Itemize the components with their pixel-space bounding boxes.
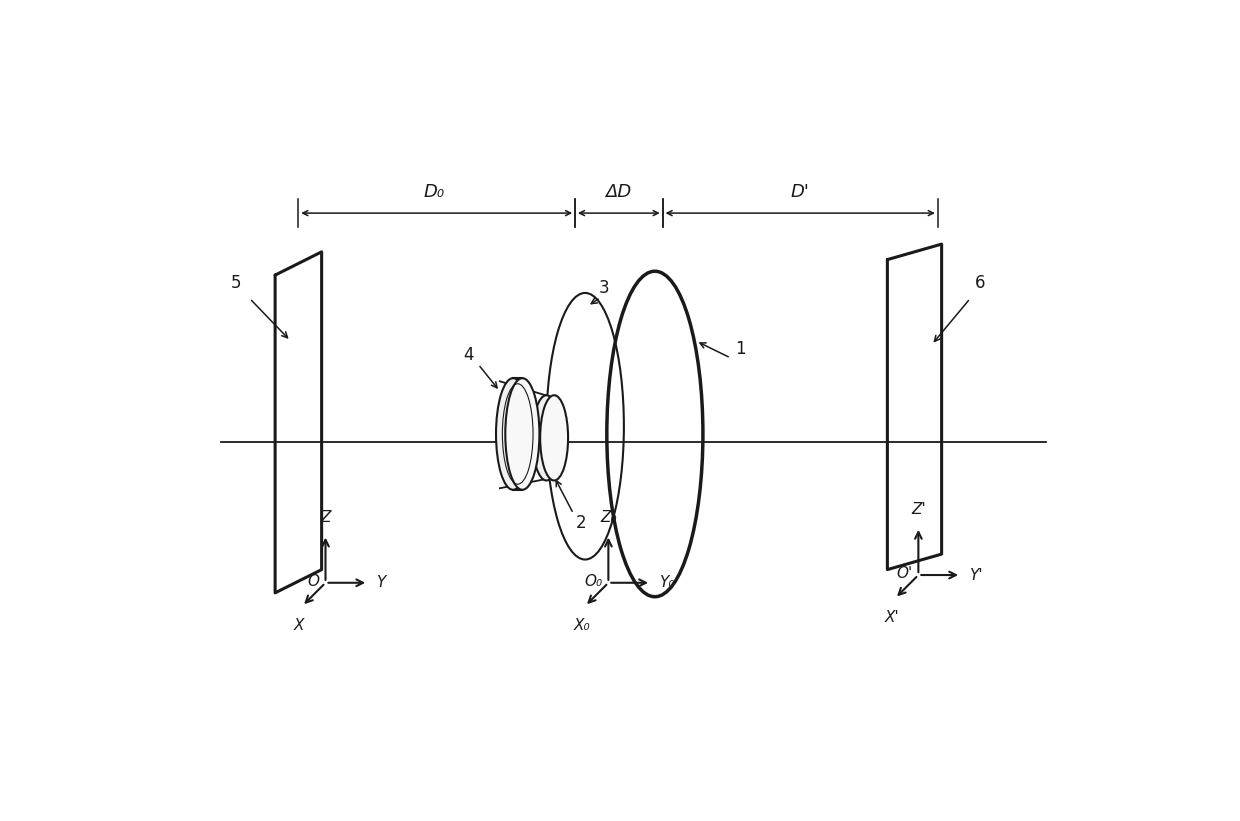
- Ellipse shape: [532, 395, 560, 480]
- Text: 5: 5: [231, 274, 242, 291]
- Text: Y: Y: [376, 576, 386, 590]
- Text: D': D': [790, 183, 810, 201]
- Text: X': X': [884, 610, 899, 625]
- Text: O': O': [897, 566, 913, 581]
- Text: 3: 3: [599, 279, 610, 297]
- Ellipse shape: [506, 378, 539, 490]
- Text: Z': Z': [911, 502, 926, 517]
- Text: D₀: D₀: [423, 183, 445, 201]
- Ellipse shape: [496, 378, 529, 490]
- Text: 2: 2: [575, 514, 587, 532]
- Text: ΔD: ΔD: [605, 183, 631, 201]
- Text: 6: 6: [975, 274, 986, 291]
- Text: O: O: [308, 574, 320, 589]
- Text: 4: 4: [464, 346, 474, 364]
- Text: Z₀: Z₀: [600, 510, 616, 525]
- Ellipse shape: [541, 395, 568, 480]
- Text: 1: 1: [735, 340, 745, 358]
- Text: Z: Z: [320, 510, 331, 525]
- Text: Y': Y': [968, 567, 982, 583]
- Text: Y₀: Y₀: [658, 576, 675, 590]
- Text: O₀: O₀: [584, 574, 603, 589]
- Text: X₀: X₀: [574, 618, 590, 633]
- Text: X: X: [294, 618, 304, 633]
